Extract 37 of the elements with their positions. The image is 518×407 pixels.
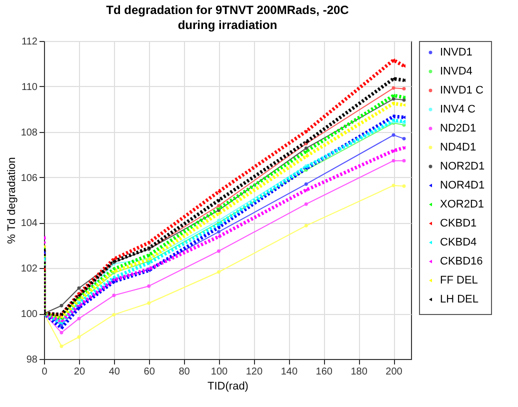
chart-subtitle: during irradiation: [178, 18, 278, 32]
y-tick-label: 112: [22, 36, 38, 48]
x-tick-label: 200: [386, 366, 403, 378]
legend-label: NOR4D1: [440, 180, 485, 192]
y-tick-label: 100: [20, 309, 38, 320]
y-axis-title: % Td degradation: [6, 157, 18, 244]
chart-title: Td degradation for 9TNVT 200MRads, -20C: [106, 3, 350, 17]
y-tick-label: 106: [20, 172, 38, 184]
x-tick-label: 20: [74, 366, 86, 378]
legend-label: ND4D1: [440, 142, 476, 154]
legend-label: CKBD4: [440, 236, 477, 248]
x-tick-label: 100: [210, 366, 228, 378]
x-axis-title: TID(rad): [208, 380, 248, 392]
legend-label: ND2D1: [440, 122, 476, 134]
y-tick-label: 104: [20, 218, 38, 230]
x-tick-label: 180: [350, 366, 368, 378]
legend-label: CKBD16: [440, 256, 483, 268]
y-tick-label: 108: [20, 127, 38, 138]
x-tick-label: 140: [280, 366, 298, 378]
legend-label: LH DEL: [440, 294, 479, 306]
x-tick-label: 40: [108, 366, 120, 378]
x-tick-label: 120: [246, 366, 263, 378]
legend-label: CKBD1: [440, 218, 477, 230]
legend-label: INV4 C: [440, 104, 476, 116]
y-tick-label: 102: [20, 264, 38, 275]
x-tick-label: 60: [144, 366, 156, 378]
legend-label: INVD1 C: [440, 84, 484, 96]
legend-label: INVD4: [440, 66, 472, 78]
legend-label: NOR2D1: [440, 160, 485, 172]
legend-label: XOR2D1: [440, 198, 484, 210]
x-tick-label: 0: [42, 366, 48, 378]
y-tick-label: 110: [22, 82, 38, 93]
legend-label: INVD1: [440, 46, 472, 58]
x-tick-label: 80: [178, 366, 190, 378]
legend-label: FF DEL: [440, 274, 478, 286]
x-tick-label: 160: [316, 366, 333, 378]
y-tick-label: 98: [26, 354, 38, 366]
